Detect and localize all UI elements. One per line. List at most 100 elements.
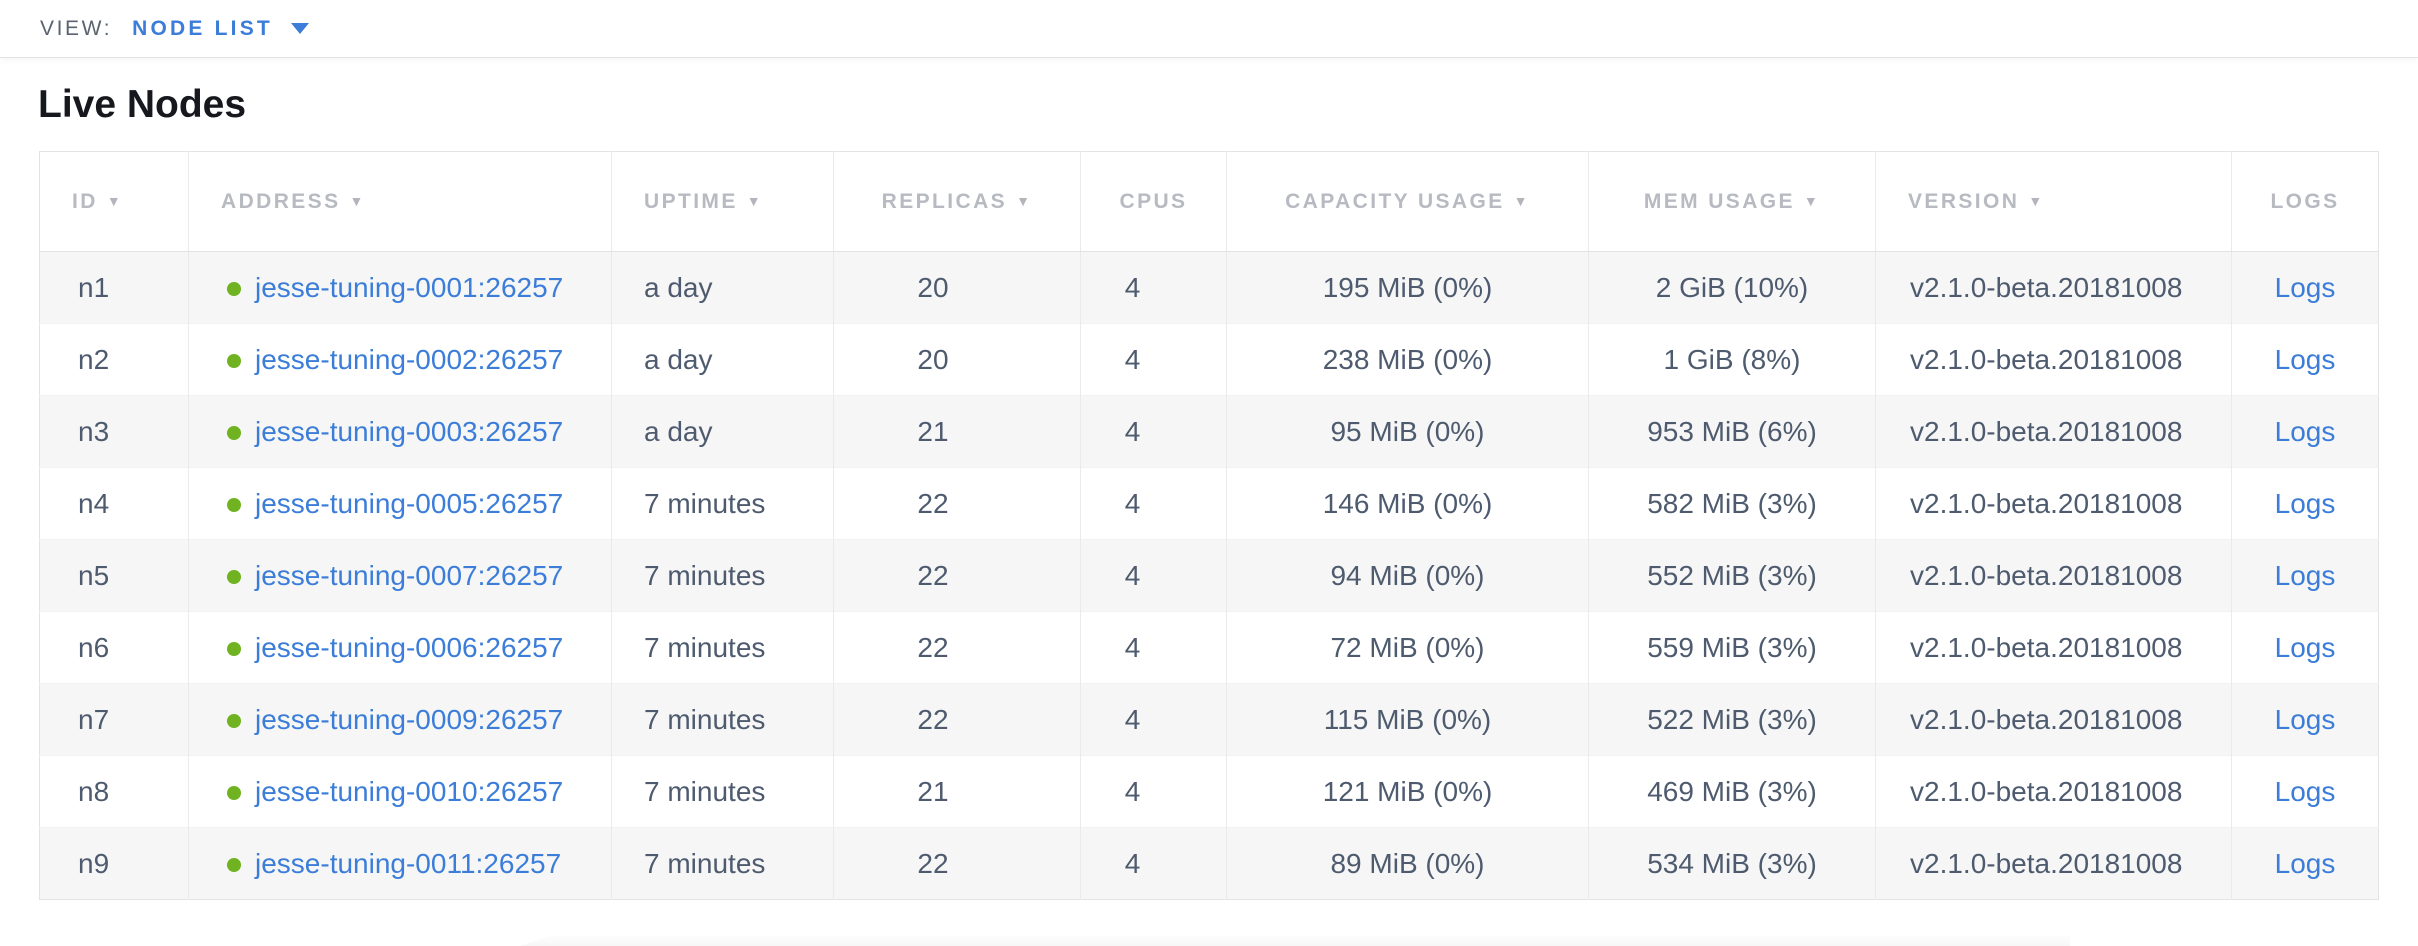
cell-replicas: 22 (833, 611, 1081, 684)
node-logs-link[interactable]: Logs (2274, 631, 2336, 663)
cell-uptime: 7 minutes (611, 683, 834, 756)
node-live-status-dot (227, 569, 241, 584)
cell-replicas: 22 (833, 467, 1081, 540)
cell-replicas: 22 (833, 827, 1081, 900)
cell-id: n4 (39, 467, 189, 540)
column-header-address[interactable]: ADDRESS ▼ (188, 151, 612, 252)
cell-replicas: 21 (833, 755, 1081, 828)
view-dropdown-value: NODE LIST (132, 16, 273, 40)
node-live-status-dot (227, 497, 241, 512)
cell-address: jesse-tuning-0007:26257 (188, 539, 612, 612)
node-logs-link[interactable]: Logs (2274, 343, 2336, 375)
node-address-link[interactable]: jesse-tuning-0006:26257 (255, 631, 564, 663)
cell-capacity: 115 MiB (0%) (1226, 683, 1589, 756)
cell-capacity: 95 MiB (0%) (1226, 395, 1589, 468)
cell-mem: 522 MiB (3%) (1588, 683, 1876, 756)
cell-mem: 1 GiB (8%) (1588, 323, 1876, 396)
sort-desc-icon: ▼ (1016, 192, 1033, 209)
cell-version: v2.1.0-beta.20181008 (1875, 683, 2232, 756)
table-row-n2: n2 jesse-tuning-0002:26257 a day 20 4 238 MiB… (39, 323, 2379, 396)
cell-version: v2.1.0-beta.20181008 (1875, 755, 2232, 828)
cell-uptime: a day (611, 323, 834, 396)
column-header-uptime[interactable]: UPTIME ▼ (611, 151, 834, 252)
cell-cpus: 4 (1080, 323, 1227, 396)
table-row-n4: n4 jesse-tuning-0005:26257 7 minutes 22 4 146… (39, 467, 2379, 540)
column-header-label: CAPACITY USAGE (1285, 189, 1505, 213)
chevron-down-icon (290, 23, 309, 34)
node-logs-link[interactable]: Logs (2274, 847, 2336, 879)
cell-mem: 582 MiB (3%) (1588, 467, 1876, 540)
cell-capacity: 94 MiB (0%) (1226, 539, 1589, 612)
cell-version: v2.1.0-beta.20181008 (1875, 323, 2232, 396)
cell-capacity: 89 MiB (0%) (1226, 827, 1589, 900)
node-live-status-dot (227, 713, 241, 728)
column-header-label: UPTIME (644, 189, 738, 213)
node-logs-link[interactable]: Logs (2274, 487, 2336, 519)
cell-replicas: 21 (833, 395, 1081, 468)
table-row-n1: n1 jesse-tuning-0001:26257 a day 20 4 195 MiB… (39, 251, 2379, 324)
cell-logs: Logs (2232, 468, 2379, 540)
below-fold-edge (520, 936, 2070, 946)
column-header-label: ID (72, 189, 98, 213)
node-live-status-dot (227, 785, 241, 800)
cell-version: v2.1.0-beta.20181008 (1875, 467, 2232, 540)
node-address-link[interactable]: jesse-tuning-0007:26257 (255, 559, 564, 591)
column-header-version[interactable]: VERSION ▼ (1875, 151, 2232, 252)
node-address-link[interactable]: jesse-tuning-0009:26257 (255, 703, 564, 735)
live-nodes-section: ID ▼ ADDRESS ▼ UPTIME ▼ REPLICAS ▼ CPUS CAPACITY … (39, 151, 2379, 900)
cell-replicas: 20 (833, 251, 1081, 324)
sort-desc-icon: ▼ (2028, 192, 2045, 209)
node-address-link[interactable]: jesse-tuning-0001:26257 (255, 271, 564, 303)
node-address-link[interactable]: jesse-tuning-0010:26257 (255, 775, 564, 807)
sort-desc-icon: ▼ (349, 192, 366, 209)
node-logs-link[interactable]: Logs (2274, 415, 2336, 447)
cell-cpus: 4 (1080, 755, 1227, 828)
cell-replicas: 22 (833, 539, 1081, 612)
table-row-n8: n8 jesse-tuning-0010:26257 7 minutes 21 4 121… (39, 755, 2379, 828)
node-address-link[interactable]: jesse-tuning-0003:26257 (255, 415, 564, 447)
node-address-link[interactable]: jesse-tuning-0002:26257 (255, 343, 564, 375)
view-label: VIEW: (40, 16, 113, 40)
column-header-replicas[interactable]: REPLICAS ▼ (833, 151, 1081, 252)
cell-address: jesse-tuning-0001:26257 (188, 251, 612, 324)
node-logs-link[interactable]: Logs (2274, 775, 2336, 807)
column-header-label: MEM USAGE (1643, 189, 1795, 213)
column-header-id[interactable]: ID ▼ (39, 151, 189, 252)
column-header-label: ADDRESS (221, 189, 341, 213)
sort-desc-icon: ▼ (1803, 192, 1821, 209)
cell-id: n6 (39, 611, 189, 684)
table-row-n6: n6 jesse-tuning-0006:26257 7 minutes 22 4 72 … (39, 611, 2379, 684)
node-logs-link[interactable]: Logs (2274, 271, 2336, 303)
node-address-link[interactable]: jesse-tuning-0005:26257 (255, 487, 564, 519)
cell-logs: Logs (2232, 612, 2379, 684)
cell-address: jesse-tuning-0003:26257 (188, 395, 612, 468)
cell-mem: 534 MiB (3%) (1588, 827, 1876, 900)
node-address-link[interactable]: jesse-tuning-0011:26257 (255, 847, 562, 879)
cell-cpus: 4 (1080, 683, 1227, 756)
cell-cpus: 4 (1080, 827, 1227, 900)
cell-version: v2.1.0-beta.20181008 (1875, 395, 2232, 468)
cell-replicas: 20 (833, 323, 1081, 396)
column-header-label: VERSION (1908, 189, 2020, 213)
cell-logs: Logs (2232, 756, 2379, 828)
cell-address: jesse-tuning-0009:26257 (188, 683, 612, 756)
cell-id: n2 (39, 323, 189, 396)
table-row-n5: n5 jesse-tuning-0007:26257 7 minutes 22 4 94 … (39, 539, 2379, 612)
cell-mem: 469 MiB (3%) (1588, 755, 1876, 828)
cell-uptime: 7 minutes (611, 827, 834, 900)
view-dropdown[interactable]: NODE LIST (132, 17, 309, 41)
node-live-status-dot (227, 353, 241, 368)
node-logs-link[interactable]: Logs (2274, 559, 2336, 591)
column-header-label: REPLICAS (881, 189, 1008, 213)
cell-id: n3 (39, 395, 189, 468)
cell-mem: 559 MiB (3%) (1588, 611, 1876, 684)
sort-desc-icon: ▼ (746, 192, 764, 209)
cell-logs: Logs (2232, 828, 2379, 900)
column-header-mem[interactable]: MEM USAGE ▼ (1588, 151, 1876, 252)
cell-cpus: 4 (1080, 395, 1227, 468)
node-logs-link[interactable]: Logs (2274, 703, 2336, 735)
cell-address: jesse-tuning-0011:26257 (188, 827, 612, 900)
column-header-capacity[interactable]: CAPACITY USAGE ▼ (1226, 151, 1589, 252)
cell-capacity: 146 MiB (0%) (1226, 467, 1589, 540)
cell-uptime: a day (611, 395, 834, 468)
